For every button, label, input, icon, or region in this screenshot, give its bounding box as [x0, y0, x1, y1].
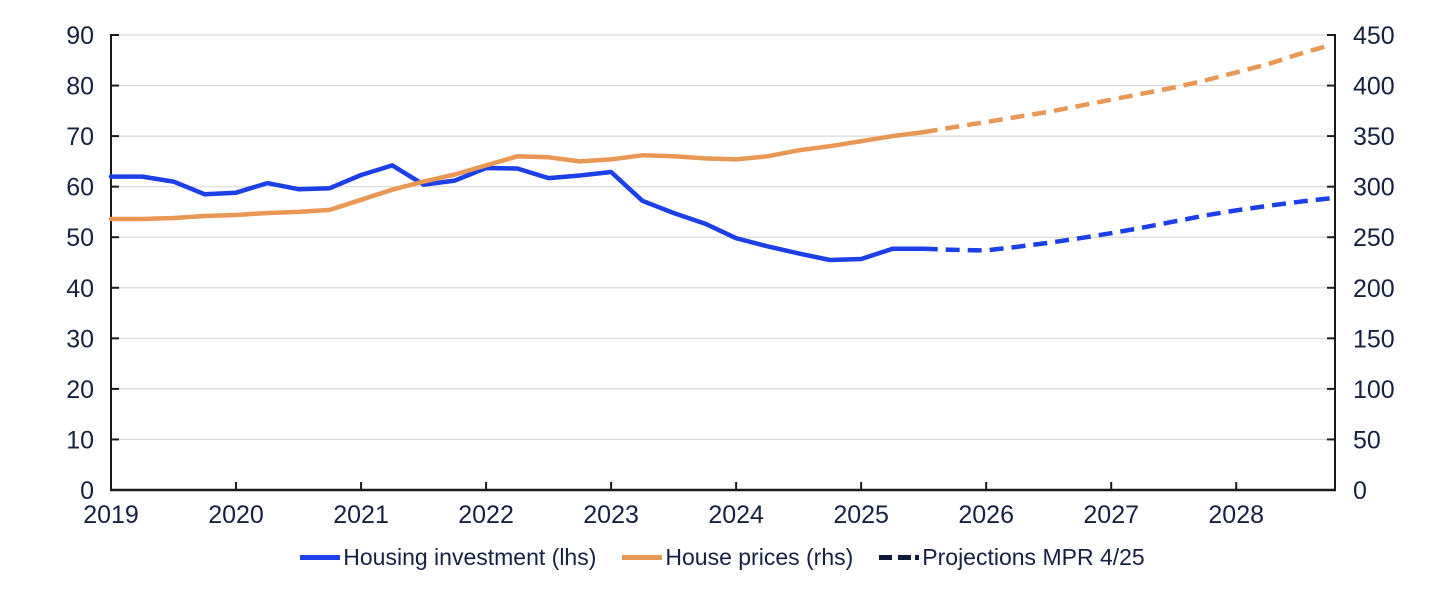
left-axis-tick-label: 90	[66, 22, 94, 50]
legend-item-house-prices: House prices (rhs)	[622, 544, 853, 571]
right-axis-tick-label: 50	[1353, 426, 1381, 454]
legend-label: House prices (rhs)	[665, 544, 854, 570]
right-axis-tick-label: 400	[1353, 73, 1395, 101]
left-axis-tick-label: 40	[66, 275, 94, 303]
left-axis-tick-label: 80	[66, 73, 94, 101]
x-axis-tick-label: 2019	[83, 501, 139, 529]
legend-item-projections: Projections MPR 4/25	[879, 544, 1145, 571]
left-axis-tick-label: 60	[66, 174, 94, 202]
left-axis-tick-label: 70	[66, 123, 94, 151]
left-axis-tick-label: 0	[80, 477, 94, 505]
right-axis-tick-label: 300	[1353, 174, 1395, 202]
legend-label: Housing investment (lhs)	[343, 544, 597, 570]
series-solid-blue	[108, 163, 926, 263]
x-axis-tick-label: 2026	[958, 501, 1014, 529]
x-axis-tick-label: 2025	[833, 501, 889, 529]
left-axis-tick-label: 10	[66, 426, 94, 454]
legend-swatch-orange-line	[622, 555, 663, 560]
left-axis-tick-label: 50	[66, 224, 94, 252]
right-axis-tick-label: 250	[1353, 224, 1395, 252]
chart-legend: Housing investment (lhs) House prices (r…	[0, 544, 1445, 571]
x-axis-tick-label: 2027	[1083, 501, 1139, 529]
left-axis-tick-label: 30	[66, 325, 94, 353]
legend-label: Projections MPR 4/25	[922, 544, 1145, 570]
line-chart-canvas: 0 10 20 30 40 50 60 70 80 90 0 50 100 150 200 250 300 350…	[66, 22, 1395, 529]
right-axis-tick-label: 450	[1353, 22, 1395, 50]
x-axis-tick-label: 2020	[208, 501, 264, 529]
series-dashed-blue	[923, 196, 1331, 253]
right-axis-tick-label: 200	[1353, 275, 1395, 303]
x-axis-tick-label: 2028	[1208, 501, 1264, 529]
series-dashed-orange	[923, 42, 1331, 135]
x-axis-tick-label: 2022	[458, 501, 514, 529]
series-solid-orange	[108, 129, 926, 222]
x-axis-tick-label: 2024	[708, 501, 764, 529]
x-axis-tick-label: 2021	[333, 501, 389, 529]
legend-swatch-blue-line	[300, 555, 341, 560]
x-axis-tick-label: 2023	[583, 501, 639, 529]
right-axis-tick-label: 350	[1353, 123, 1395, 151]
legend-swatch-dashed-line	[879, 555, 920, 560]
left-axis-tick-label: 20	[66, 376, 94, 404]
legend-item-housing-investment: Housing investment (lhs)	[300, 544, 596, 571]
right-axis-tick-label: 150	[1353, 325, 1395, 353]
right-axis-tick-label: 0	[1353, 477, 1367, 505]
right-axis-tick-label: 100	[1353, 376, 1395, 404]
